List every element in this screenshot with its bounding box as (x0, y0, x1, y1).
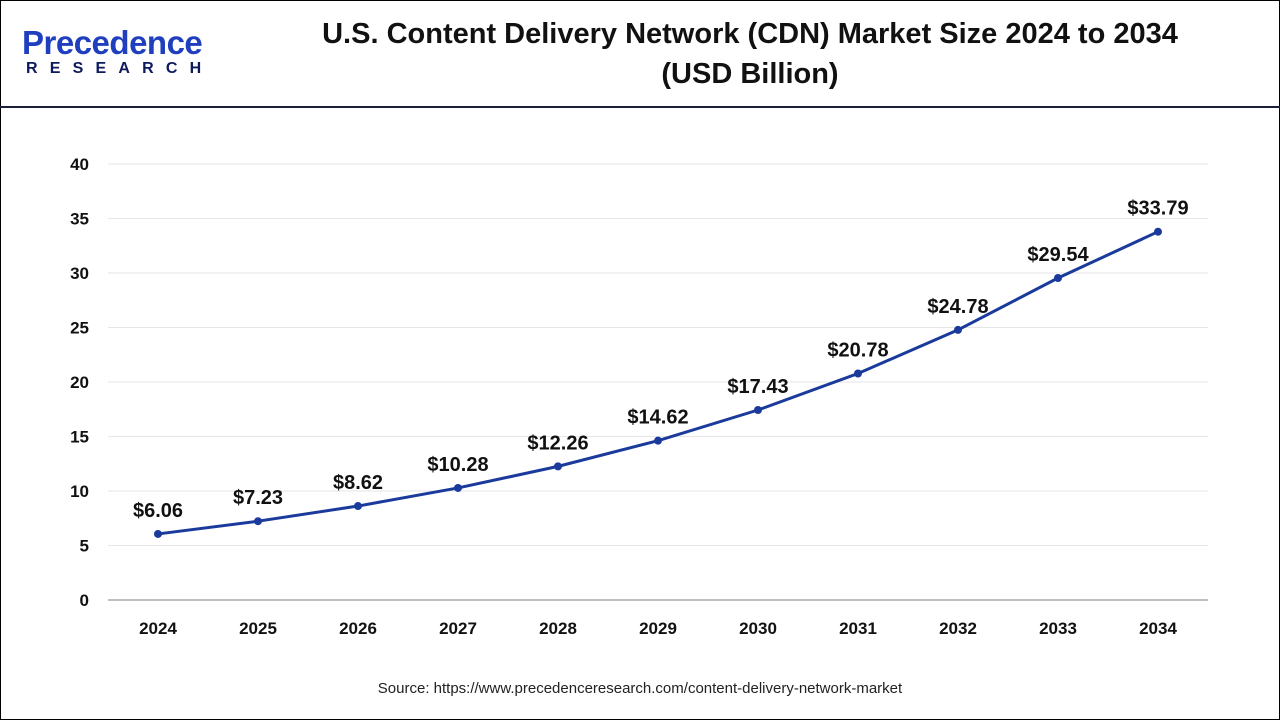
y-tick-label: 0 (80, 591, 89, 610)
logo-subtext: RESEARCH (26, 60, 214, 77)
logo: Precedence RESEARCH (22, 26, 213, 78)
x-tick-label: 2028 (539, 619, 577, 638)
source-text: Source: https://www.precedenceresearch.c… (377, 680, 903, 697)
y-tick-label: 5 (80, 537, 89, 556)
data-label: $10.28 (427, 454, 488, 476)
data-point (854, 369, 862, 378)
data-point (954, 325, 962, 334)
data-label: $7.23 (233, 487, 283, 509)
data-point (1154, 227, 1162, 236)
data-label: $12.26 (527, 432, 588, 454)
data-label: $24.78 (927, 296, 988, 318)
y-tick-label: 35 (70, 210, 89, 229)
x-tick-label: 2034 (1139, 619, 1177, 638)
x-tick-label: 2033 (1039, 619, 1077, 638)
x-tick-label: 2025 (239, 619, 277, 638)
y-tick-label: 40 (70, 155, 89, 174)
data-label: $14.62 (627, 407, 688, 429)
x-tick-label: 2024 (139, 619, 177, 638)
data-point (654, 436, 662, 445)
data-point (354, 502, 362, 511)
x-tick-label: 2031 (839, 619, 877, 638)
title-line-2: (USD Billion) (661, 58, 839, 90)
x-tick-label: 2032 (939, 619, 977, 638)
x-tick-label: 2030 (739, 619, 777, 638)
series-line (157, 230, 1159, 536)
data-point (1054, 274, 1062, 283)
x-tick-label: 2027 (439, 619, 477, 638)
data-label: $6.06 (133, 500, 183, 522)
data-label: $17.43 (727, 376, 788, 398)
data-label: $8.62 (333, 472, 383, 494)
data-point (254, 517, 262, 526)
x-tick-label: 2026 (339, 619, 377, 638)
x-tick-label: 2029 (639, 619, 677, 638)
y-tick-label: 10 (70, 482, 89, 501)
data-point (754, 406, 762, 415)
y-tick-label: 20 (70, 373, 89, 392)
data-label: $29.54 (1027, 244, 1089, 266)
title-line-1: U.S. Content Delivery Network (CDN) Mark… (322, 18, 1178, 50)
y-tick-label: 15 (70, 428, 89, 447)
data-label: $33.79 (1127, 198, 1188, 220)
y-tick-label: 30 (70, 264, 89, 283)
data-label: $20.78 (827, 339, 888, 361)
chart-title: U.S. Content Delivery Network (CDN) Mark… (280, 14, 1220, 94)
y-tick-label: 25 (70, 319, 89, 338)
data-point (154, 529, 162, 538)
logo-text: Precedence (22, 24, 203, 61)
header: Precedence RESEARCH U.S. Content Deliver… (0, 0, 1280, 108)
data-point (454, 483, 462, 492)
data-point (554, 462, 562, 471)
